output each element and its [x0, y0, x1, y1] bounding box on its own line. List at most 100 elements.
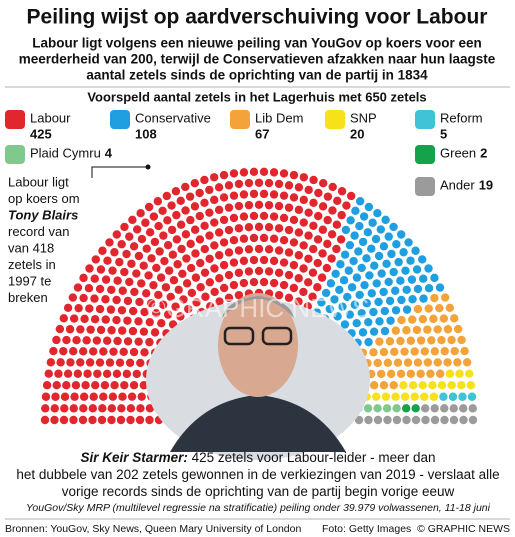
- seat: [355, 290, 364, 300]
- seat: [363, 404, 373, 413]
- seat: [400, 347, 409, 356]
- seat: [219, 283, 229, 293]
- seat: [176, 196, 185, 206]
- seat: [60, 392, 70, 401]
- seat: [159, 231, 168, 240]
- seat: [112, 295, 121, 305]
- seat: [186, 263, 196, 273]
- seat: [117, 404, 126, 413]
- seat: [457, 335, 466, 345]
- seat: [274, 246, 284, 255]
- seat: [259, 277, 269, 287]
- annotation-dot: [145, 164, 151, 170]
- seat: [330, 295, 339, 304]
- seat: [224, 248, 234, 257]
- seat: [98, 246, 107, 255]
- seat: [429, 314, 438, 324]
- seat: [318, 202, 328, 211]
- seat: [69, 347, 78, 356]
- seat: [141, 218, 150, 227]
- caption-part: 425 zetels voor Labour-leider - meer dan: [188, 450, 436, 465]
- seat: [401, 404, 411, 413]
- seat: [443, 325, 453, 334]
- seat: [234, 246, 244, 255]
- seat: [304, 208, 313, 217]
- seat: [249, 189, 259, 199]
- seat: [326, 279, 336, 288]
- seat: [120, 222, 129, 232]
- seat: [234, 290, 244, 300]
- caption-part: het dubbele van 202 zetels gewonnen in d…: [16, 467, 499, 482]
- seat: [437, 380, 447, 390]
- seat: [140, 307, 149, 317]
- seat: [123, 337, 133, 346]
- seat: [380, 326, 390, 336]
- seat: [450, 314, 459, 323]
- photo-hair: [222, 296, 294, 318]
- seat: [341, 225, 351, 235]
- seat: [150, 328, 160, 337]
- photo-body: [170, 395, 346, 452]
- seat: [181, 230, 191, 239]
- seat: [44, 369, 53, 378]
- seat: [323, 215, 332, 225]
- credit: © GRAPHIC NEWS: [417, 523, 510, 535]
- seat: [453, 358, 462, 367]
- seat: [97, 415, 107, 425]
- seat: [400, 392, 410, 401]
- seat: [397, 295, 406, 305]
- seat: [182, 279, 192, 288]
- seat: [107, 404, 117, 413]
- annotation: van 418: [8, 240, 54, 255]
- seat: [128, 306, 138, 316]
- seat: [152, 263, 161, 273]
- seat: [318, 249, 327, 258]
- seat: [244, 223, 254, 232]
- seat: [172, 210, 181, 220]
- seat: [149, 280, 158, 290]
- seat: [106, 305, 116, 314]
- note: YouGov/Sky MRP (multilevel regressie na …: [26, 502, 491, 514]
- seat: [402, 326, 411, 335]
- seat: [459, 415, 468, 425]
- legend-label: Reform: [440, 110, 483, 125]
- seat: [299, 241, 308, 250]
- seat: [437, 336, 446, 345]
- seat: [391, 306, 401, 315]
- seat: [162, 191, 171, 201]
- legend-value: 67: [255, 126, 269, 141]
- seat: [174, 285, 183, 295]
- seat: [364, 317, 373, 327]
- seat: [396, 276, 405, 285]
- seat: [289, 283, 299, 293]
- seat: [440, 293, 450, 302]
- seat: [440, 404, 449, 413]
- seat: [274, 201, 284, 211]
- seat: [430, 293, 439, 303]
- seat: [354, 415, 364, 425]
- seat: [205, 208, 214, 217]
- seat: [337, 187, 347, 196]
- seat: [459, 404, 468, 413]
- seat: [145, 337, 154, 347]
- seat: [125, 277, 134, 287]
- legend-label: SNP: [350, 110, 377, 125]
- seat: [430, 415, 440, 425]
- seat: [373, 415, 383, 425]
- seat: [331, 269, 340, 279]
- seat: [63, 303, 73, 313]
- seat: [169, 276, 179, 285]
- seat: [350, 300, 359, 309]
- legend-label: Lib Dem: [255, 110, 303, 125]
- seat: [424, 264, 433, 273]
- seat: [210, 287, 219, 297]
- seat: [80, 314, 89, 324]
- seat: [411, 246, 420, 255]
- watermark: ©GRAPHIC NEWS: [147, 293, 370, 323]
- seat: [166, 292, 175, 302]
- seat: [289, 238, 299, 247]
- seat: [391, 392, 400, 401]
- seat: [340, 320, 350, 329]
- seat: [421, 404, 430, 413]
